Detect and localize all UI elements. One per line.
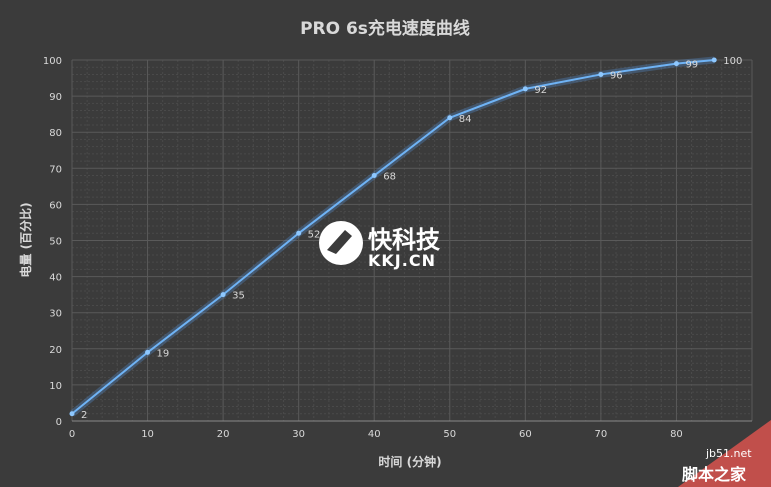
data-point [673, 61, 679, 67]
y-tick-label: 60 [49, 200, 62, 211]
data-label: 19 [157, 348, 170, 359]
site-badge-bg [678, 420, 771, 487]
data-label: 99 [685, 60, 698, 71]
data-point [296, 230, 302, 236]
y-tick-label: 30 [49, 309, 62, 320]
x-tick-label: 10 [141, 429, 154, 440]
x-tick-label: 50 [443, 429, 456, 440]
site-badge: jb51.net 脚本之家 [678, 420, 771, 487]
data-point [371, 173, 377, 179]
x-axis-label: 时间 (分钟) [378, 454, 441, 469]
x-tick-label: 30 [292, 429, 305, 440]
y-tick-label: 50 [49, 237, 62, 248]
x-tick-labels: 0 10 20 30 40 50 60 70 80 [69, 429, 683, 440]
data-label: 52 [308, 229, 321, 240]
watermark: 快科技 KKJ.CN [319, 221, 441, 270]
data-point [220, 292, 226, 298]
data-label: 2 [81, 410, 87, 421]
data-point [447, 115, 453, 121]
data-point [711, 57, 717, 63]
series-line [71, 59, 715, 415]
data-point [522, 86, 528, 92]
x-tick-label: 60 [519, 429, 532, 440]
grid [71, 59, 753, 422]
site-badge-domain: jb51.net [705, 447, 752, 460]
data-labels: 2 19 35 52 68 84 92 96 99 100 [81, 56, 742, 421]
y-tick-label: 90 [49, 92, 62, 103]
x-tick-label: 0 [69, 429, 75, 440]
data-label: 100 [723, 56, 742, 67]
data-point [145, 349, 151, 355]
data-label: 96 [610, 70, 623, 81]
x-tick-label: 40 [368, 429, 381, 440]
watermark-sub-text: KKJ.CN [368, 251, 436, 270]
watermark-logo-mark [327, 230, 352, 254]
watermark-main-text: 快科技 [368, 226, 441, 254]
y-tick-label: 100 [43, 56, 62, 67]
x-tick-label: 20 [217, 429, 230, 440]
chart-title: PRO 6s充电速度曲线 [300, 18, 470, 39]
data-label: 92 [534, 85, 547, 96]
data-label: 84 [459, 114, 472, 125]
x-tick-label: 70 [595, 429, 608, 440]
site-badge-name: 脚本之家 [682, 465, 747, 484]
data-label: 68 [383, 172, 396, 183]
data-label: 35 [232, 291, 245, 302]
y-tick-label: 80 [49, 128, 62, 139]
data-point [69, 411, 75, 417]
x-tick-label: 80 [670, 429, 683, 440]
y-tick-label: 70 [49, 164, 62, 175]
series-layer [69, 56, 717, 417]
y-tick-label: 40 [49, 273, 62, 284]
y-axis-label: 电量 (百分比) [18, 202, 33, 277]
y-tick-label: 10 [49, 381, 62, 392]
y-tick-labels: 0 10 20 30 40 50 60 70 80 90 100 [43, 56, 62, 428]
data-point [598, 71, 604, 77]
y-tick-label: 20 [49, 345, 62, 356]
y-tick-label: 0 [56, 417, 62, 428]
